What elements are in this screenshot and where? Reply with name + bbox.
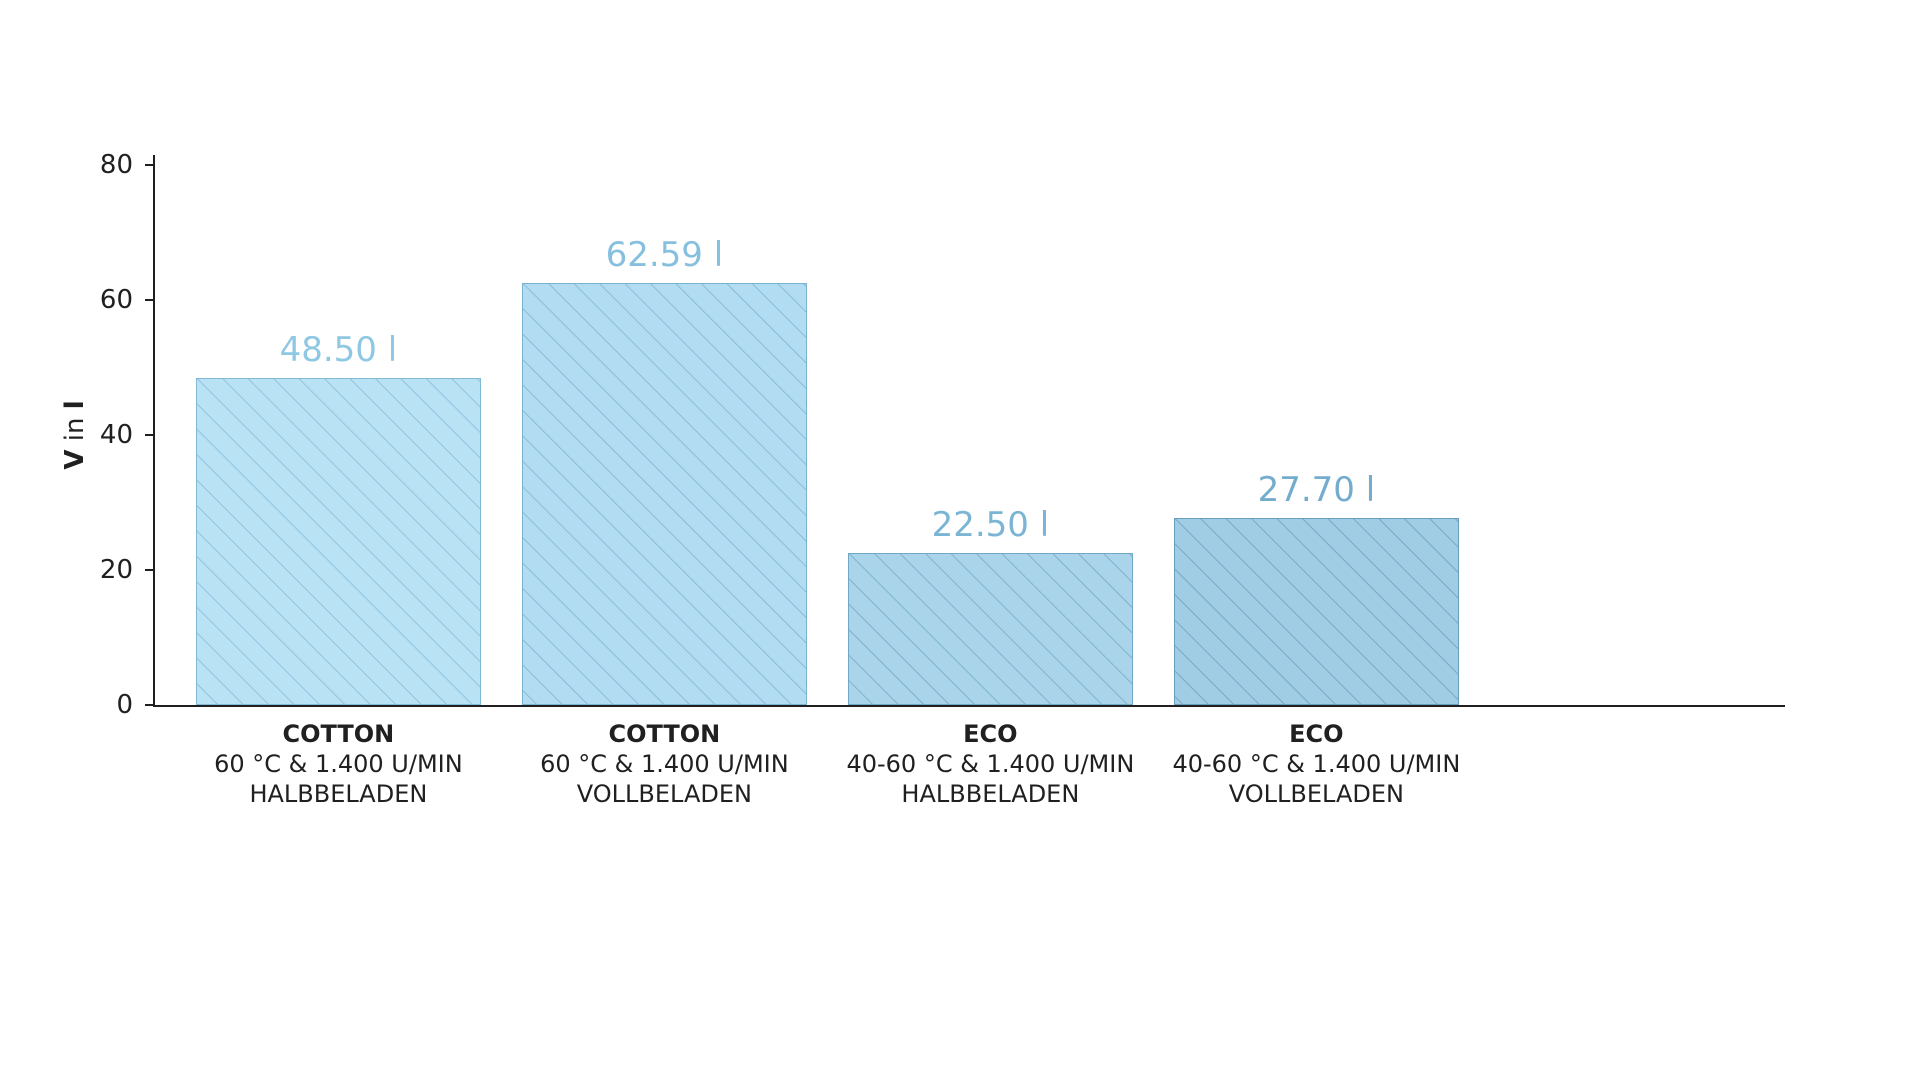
bar: [848, 553, 1133, 705]
y-tick: [145, 434, 155, 436]
y-tick-label: 0: [0, 690, 133, 720]
bar-value-label: 27.70 l: [1258, 470, 1376, 510]
x-tick-label: COTTON60 °C & 1.400 U/MINVOLLBELADEN: [540, 719, 789, 809]
x-tick-label: COTTON60 °C & 1.400 U/MINHALBBELADEN: [214, 719, 463, 809]
y-tick-label: 80: [0, 150, 133, 180]
bar-chart: 020406080V in l48.50 lCOTTON60 °C & 1.40…: [0, 0, 1920, 1080]
y-tick: [145, 569, 155, 571]
bar: [522, 283, 807, 705]
bar: [1174, 518, 1459, 705]
y-tick: [145, 164, 155, 166]
y-tick-label: 60: [0, 285, 133, 315]
y-axis: [153, 155, 155, 705]
y-tick: [145, 704, 155, 706]
y-tick-label: 20: [0, 555, 133, 585]
x-tick-label: ECO40-60 °C & 1.400 U/MINVOLLBELADEN: [1172, 719, 1460, 809]
x-tick-label: ECO40-60 °C & 1.400 U/MINHALBBELADEN: [846, 719, 1134, 809]
bar: [196, 378, 481, 705]
y-axis-label: V in l: [60, 400, 90, 469]
bar-value-label: 48.50 l: [280, 330, 398, 370]
y-tick: [145, 299, 155, 301]
bar-value-label: 62.59 l: [606, 235, 724, 275]
bar-value-label: 22.50 l: [932, 505, 1050, 545]
x-axis: [153, 705, 1785, 707]
